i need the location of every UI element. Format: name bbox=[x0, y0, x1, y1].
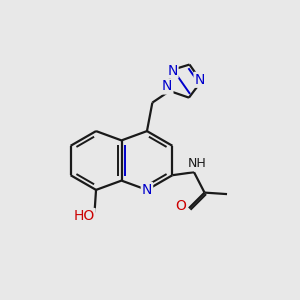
Text: O: O bbox=[175, 199, 186, 213]
Text: NH: NH bbox=[188, 157, 207, 170]
Text: HO: HO bbox=[74, 209, 95, 223]
Text: N: N bbox=[162, 80, 172, 94]
Text: N: N bbox=[167, 64, 178, 77]
Text: N: N bbox=[142, 183, 152, 197]
Text: N: N bbox=[195, 73, 205, 87]
